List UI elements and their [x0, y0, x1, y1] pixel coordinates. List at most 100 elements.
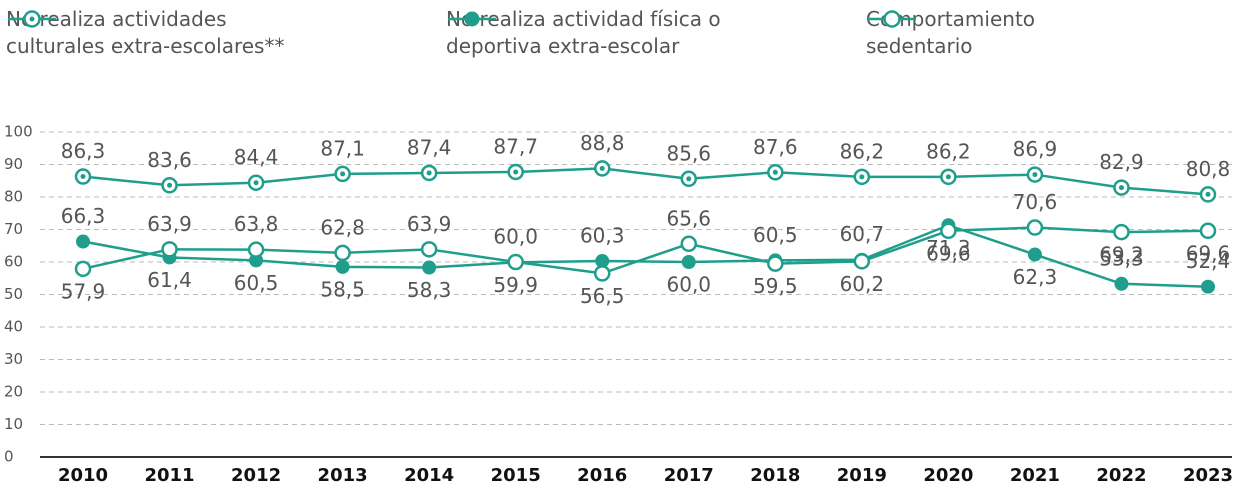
series-line [82, 167, 1209, 196]
marker [74, 260, 92, 278]
data-label: 52,4 [1186, 249, 1231, 273]
marker [507, 253, 524, 271]
y-tick-label: 30 [4, 350, 23, 368]
data-label: 86,2 [840, 139, 885, 163]
x-tick-label: 2016 [577, 465, 627, 486]
x-tick-label: 2022 [1096, 465, 1146, 486]
data-label: 70,6 [1013, 190, 1058, 214]
y-tick-label: 20 [4, 383, 23, 401]
data-label: 84,4 [234, 145, 279, 169]
x-tick-label: 2023 [1183, 465, 1233, 486]
marker [681, 255, 696, 269]
x-tick-label: 2018 [750, 465, 800, 486]
marker-dot [426, 170, 432, 176]
data-label: 60,7 [840, 222, 885, 246]
marker [1201, 279, 1215, 294]
marker [940, 222, 957, 240]
data-label: 60,0 [667, 273, 712, 297]
marker [420, 241, 438, 258]
marker [76, 234, 90, 249]
x-tick-label: 2012 [231, 465, 281, 486]
marker [1114, 276, 1129, 291]
data-label: 86,2 [926, 139, 971, 163]
marker-dot [1032, 172, 1038, 178]
marker [1199, 222, 1217, 240]
data-label: 80,8 [1186, 157, 1231, 181]
data-label: 87,7 [493, 134, 538, 158]
x-tick-label: 2021 [1010, 465, 1060, 486]
legend-icon [868, 10, 916, 28]
marker [767, 255, 784, 272]
y-tick-label: 80 [4, 188, 23, 206]
marker-dot [80, 174, 86, 180]
marker-dot [686, 176, 692, 182]
legend-item: No realiza actividad física o deportiva … [446, 6, 746, 60]
marker-dot [167, 182, 173, 188]
x-tick-label: 2019 [837, 465, 887, 486]
data-label: 69,2 [1099, 243, 1144, 267]
data-label: 82,9 [1099, 150, 1144, 174]
legend-item: Comportamiento sedentario [866, 6, 1066, 60]
marker [335, 259, 350, 274]
data-label: 62,3 [1013, 265, 1058, 289]
marker [161, 241, 178, 258]
marker [464, 11, 480, 27]
data-label: 66,3 [61, 204, 106, 228]
marker [883, 10, 901, 28]
data-label: 69,6 [926, 241, 971, 265]
data-label: 86,9 [1013, 137, 1058, 161]
marker-dot [1205, 191, 1211, 197]
x-tick-label: 2010 [58, 465, 108, 486]
data-label: 63,8 [234, 212, 279, 236]
legend-icon [8, 10, 56, 28]
data-label: 56,5 [580, 284, 625, 308]
data-label: 60,5 [234, 271, 279, 295]
data-label: 59,5 [753, 274, 798, 298]
data-label: 87,4 [407, 135, 452, 159]
data-label: 60,5 [753, 223, 798, 247]
data-label: 86,3 [61, 139, 106, 163]
marker [334, 244, 351, 262]
y-tick-label: 90 [4, 155, 23, 173]
x-tick-label: 2017 [664, 465, 714, 486]
data-label: 83,6 [147, 148, 192, 172]
marker [595, 254, 610, 269]
y-tick-label: 70 [4, 220, 23, 238]
marker [247, 241, 265, 258]
data-label: 63,9 [407, 212, 452, 236]
marker-dot [29, 16, 35, 22]
marker [422, 260, 437, 275]
data-label: 60,3 [580, 224, 625, 248]
marker [1027, 247, 1042, 262]
marker [1026, 219, 1044, 236]
data-label: 63,9 [147, 212, 192, 236]
legend-icon [448, 11, 496, 27]
data-label: 87,1 [320, 136, 365, 160]
data-label: 59,9 [493, 273, 538, 297]
data-label: 71,3 [926, 236, 971, 260]
y-tick-label: 60 [4, 253, 23, 271]
data-label: 88,8 [580, 131, 625, 155]
marker-dot [340, 171, 346, 177]
data-label: 85,6 [667, 141, 712, 165]
x-tick-label: 2015 [491, 465, 541, 486]
data-label: 65,6 [667, 206, 712, 230]
x-tick-label: 2011 [144, 465, 194, 486]
y-tick-label: 10 [4, 415, 23, 433]
y-tick-label: 0 [4, 448, 14, 466]
data-label: 58,3 [407, 278, 452, 302]
y-tick-label: 50 [4, 285, 23, 303]
marker-dot [1118, 185, 1124, 191]
series-line [82, 223, 1209, 288]
marker-dot [945, 174, 951, 180]
data-label: 58,5 [320, 277, 365, 301]
data-label: 62,8 [320, 215, 365, 239]
y-tick-label: 40 [4, 318, 23, 336]
x-tick-label: 2014 [404, 465, 454, 486]
data-label: 61,4 [147, 268, 192, 292]
legend-item: No realiza actividades culturales extra-… [6, 6, 306, 60]
data-label: 53,3 [1099, 246, 1144, 270]
marker [853, 253, 871, 270]
